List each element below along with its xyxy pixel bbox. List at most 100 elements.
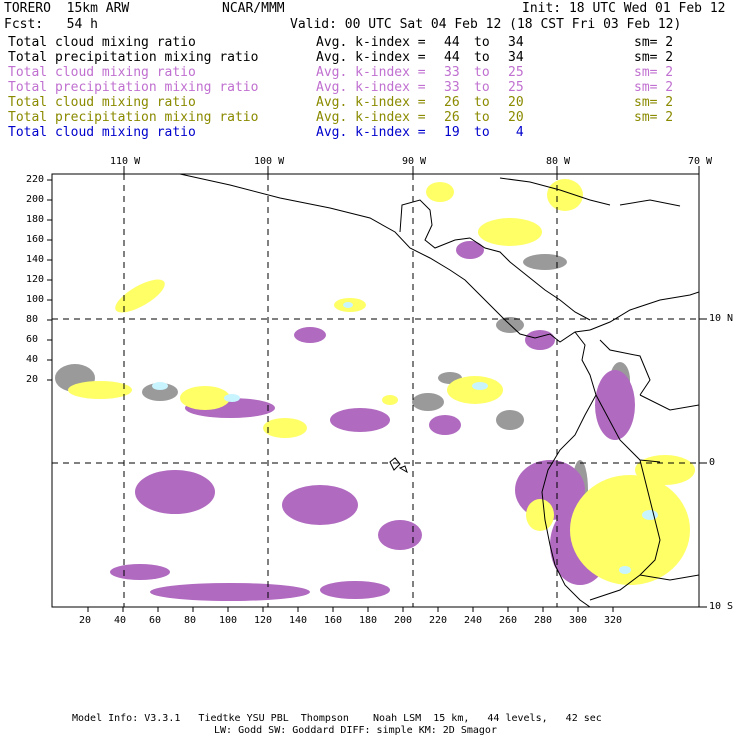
lon-label-70w: 70 W [688,156,713,167]
x-tick-label: 80 [184,615,197,626]
x-tick-label: 100 [219,615,238,626]
yellow-field [68,381,132,399]
y-tick-label: 120 [26,274,45,285]
yellow-field [526,499,554,531]
yellow-field [478,218,542,246]
legend-avg-label: Avg. k-index = [316,35,434,50]
legend-field-name: Total cloud mixing ratio [8,125,196,140]
coastline-central-america [179,174,591,343]
x-tick-label: 120 [254,615,273,626]
gray-field [142,383,178,401]
cyan-field [343,302,353,308]
x-tick-label: 200 [394,615,413,626]
legend-k-from: 44 [444,50,460,65]
legend-to-word: to [474,35,490,50]
org-name: NCAR/MMM [222,1,285,16]
gray-field [523,254,567,270]
coastline-caribbean [469,237,591,321]
coastline-yucatan [399,199,471,249]
cloud-fields [55,174,699,607]
yellow-field [263,418,307,438]
x-tick-label: 260 [499,615,518,626]
legend-k-to: 20 [508,95,524,110]
forecast-hour: Fcst: 54 h [4,17,98,32]
model-name: TORERO 15km ARW [4,1,130,16]
gray-field [496,410,524,430]
cyan-field [152,382,168,390]
legend-to-word: to [474,50,490,65]
x-tick-label: 140 [289,615,308,626]
map-frame [51,173,700,608]
island-galapagos-2 [398,465,408,474]
legend-avg-label: Avg. k-index = [316,125,434,140]
x-tick-label: 280 [534,615,553,626]
cyan-field-layer [152,302,658,574]
legend-smoothing: sm= 2 [634,110,674,125]
lon-label-110w: 110 W [110,156,141,167]
y-tick-label: 200 [26,194,45,205]
x-tick-label: 300 [569,615,588,626]
border-peru [595,394,661,463]
y-tick-label: 40 [26,354,39,365]
cyan-field [472,382,488,390]
x-tick-marks [87,607,614,612]
lon-label-100w: 100 W [254,156,285,167]
yellow-field [180,386,230,410]
yellow-field-layer [68,179,695,585]
purple-field [294,327,326,343]
border-colombia [599,339,651,396]
yellow-field [547,179,583,211]
y-tick-marks [47,179,52,381]
y-tick-label: 140 [26,254,45,265]
legend-smoothing: sm= 2 [634,35,674,50]
legend-k-from: 44 [444,35,460,50]
legend-to-word: to [474,95,490,110]
legend-k-from: 26 [444,95,460,110]
legend-smoothing: sm= 2 [634,95,674,110]
purple-field [456,241,484,259]
legend-to-word: to [474,65,490,80]
purple-field [429,415,461,435]
yellow-field [382,395,398,405]
legend-k-to: 25 [508,80,524,95]
legend-to-word: to [474,110,490,125]
purple-field [110,564,170,580]
coastline-hispaniola [619,199,681,207]
lat-ticks [699,318,707,608]
y-tick-label: 100 [26,294,45,305]
legend-to-word: to [474,125,490,140]
purple-field [150,583,310,601]
footer-model-info: Model Info: V3.3.1 Tiedtke YSU PBL Thomp… [72,713,602,724]
legend-to-word: to [474,80,490,95]
y-tick-label: 20 [26,374,39,385]
lon-label-80w: 80 W [546,156,571,167]
x-tick-label: 20 [79,615,92,626]
legend-field-name: Total cloud mixing ratio [8,65,196,80]
legend-k-from: 26 [444,110,460,125]
legend-avg-label: Avg. k-index = [316,80,434,95]
legend-k-from: 19 [444,125,460,140]
legend-avg-label: Avg. k-index = [316,65,434,80]
x-tick-label: 320 [604,615,623,626]
legend-smoothing: sm= 2 [634,50,674,65]
init-time: Init: 18 UTC Wed 01 Feb 12 [522,1,726,16]
gray-field [412,393,444,411]
x-tick-label: 60 [149,615,162,626]
valid-time: Valid: 00 UTC Sat 04 Feb 12 (18 CST Fri … [290,17,682,32]
y-tick-label: 180 [26,214,45,225]
cyan-field [642,510,658,520]
purple-field [378,520,422,550]
legend-smoothing: sm= 2 [634,65,674,80]
border-chile [589,574,699,601]
coastline-south-america-north [589,291,699,331]
legend-avg-label: Avg. k-index = [316,50,434,65]
x-tick-label: 40 [114,615,127,626]
yellow-field [115,279,165,313]
lat-label-10n: 10 N [709,313,734,324]
lat-label-10s: 10 S [709,601,734,612]
lon-label-90w: 90 W [402,156,427,167]
yellow-field [635,455,695,485]
y-tick-label: 60 [26,334,39,345]
x-tick-label: 220 [429,615,448,626]
